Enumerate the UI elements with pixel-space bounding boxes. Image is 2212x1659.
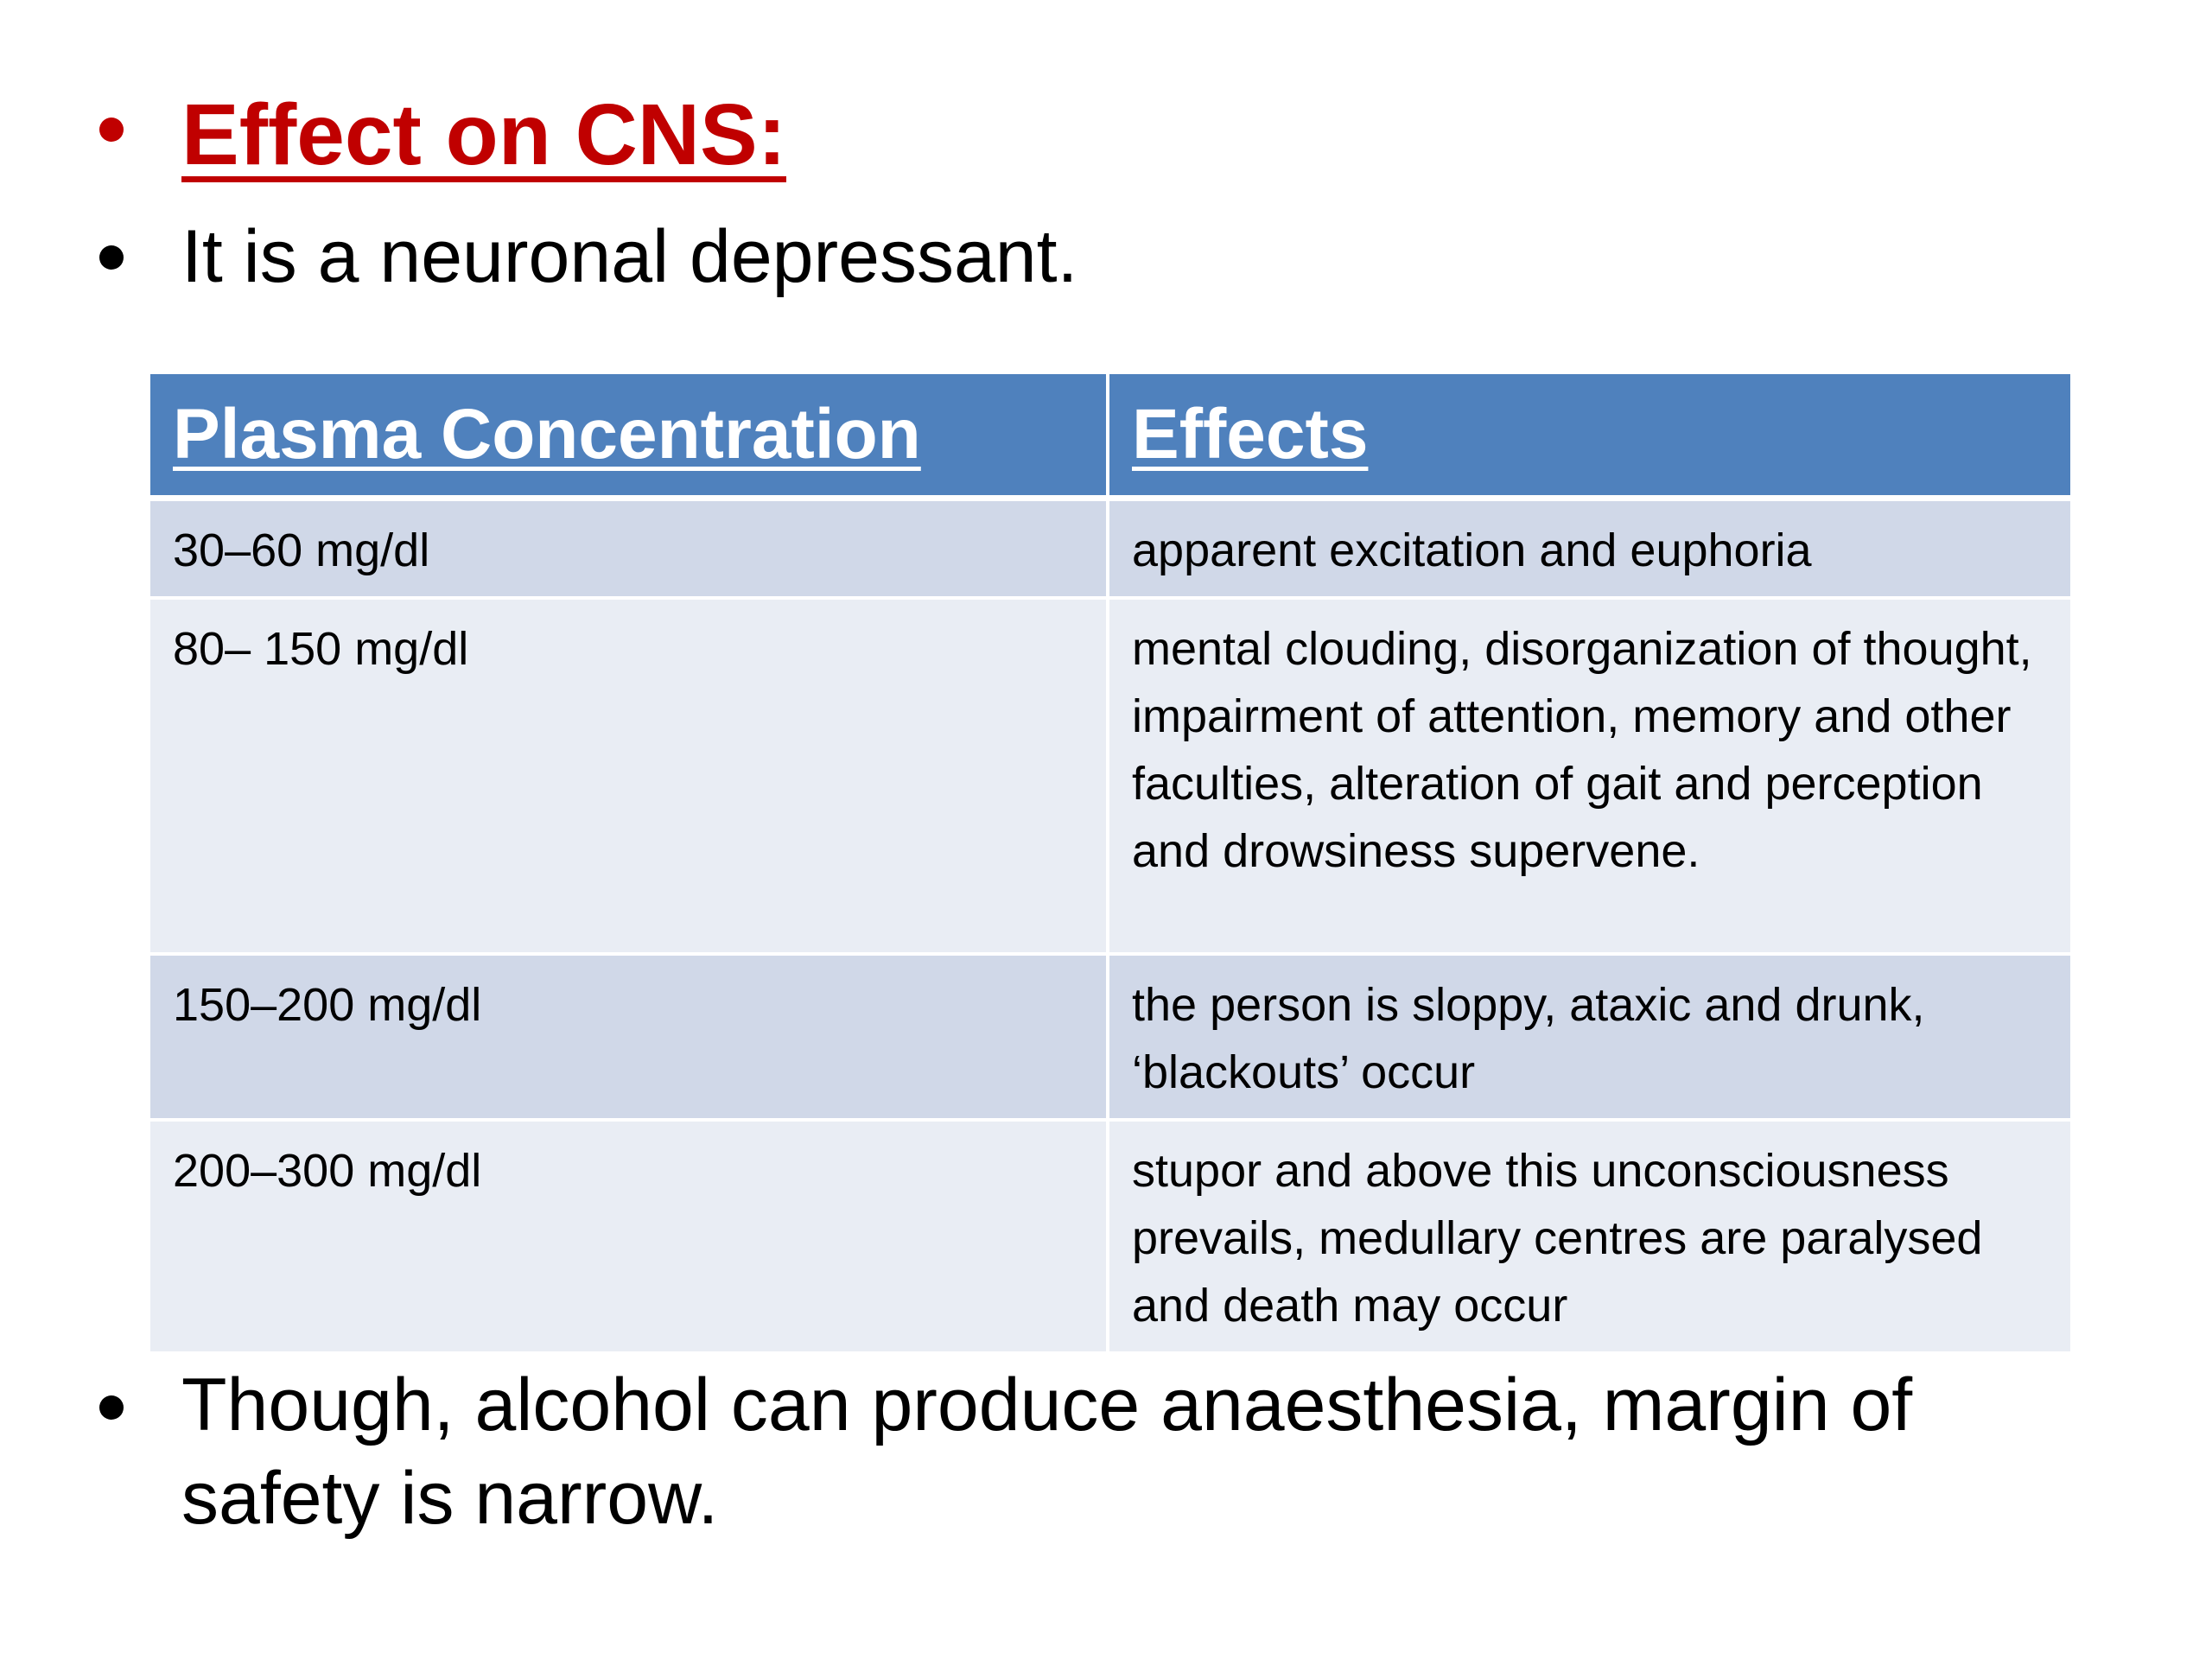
effect-cell: stupor and above this unconsciousness pr… <box>1108 1120 2070 1355</box>
table-row: 200–300 mg/dl stupor and above this unco… <box>150 1120 2070 1355</box>
bullet-icon <box>99 245 124 270</box>
table-row: 150–200 mg/dl the person is sloppy, atax… <box>150 954 2070 1122</box>
effect-cell: the person is sloppy, ataxic and drunk, … <box>1108 954 2070 1122</box>
concentration-cell: 200–300 mg/dl <box>150 1120 1109 1355</box>
plasma-effects-table: Plasma Concentration Effects 30–60 mg/dl… <box>150 374 2070 1355</box>
concentration-cell: 80– 150 mg/dl <box>150 598 1109 956</box>
bullet-icon <box>99 118 124 142</box>
concentration-cell: 30–60 mg/dl <box>150 498 1109 600</box>
table-row: 80– 150 mg/dl mental clouding, disorgani… <box>150 598 2070 956</box>
effect-cell: mental clouding, disorganization of thou… <box>1108 598 2070 956</box>
footer-text: Though, alcohol can produce anaesthesia,… <box>181 1363 1913 1540</box>
header-effects: Effects <box>1108 374 2070 501</box>
bullet-icon <box>99 1395 124 1420</box>
effect-cell: apparent excitation and euphoria <box>1108 498 2070 600</box>
slide-title: Effect on CNS: <box>181 86 786 183</box>
table-header-row: Plasma Concentration Effects <box>150 374 2070 501</box>
header-plasma-concentration: Plasma Concentration <box>150 374 1109 501</box>
intro-text: It is a neuronal depressant. <box>181 215 1078 298</box>
table-row: 30–60 mg/dl apparent excitation and euph… <box>150 498 2070 600</box>
concentration-cell: 150–200 mg/dl <box>150 954 1109 1122</box>
